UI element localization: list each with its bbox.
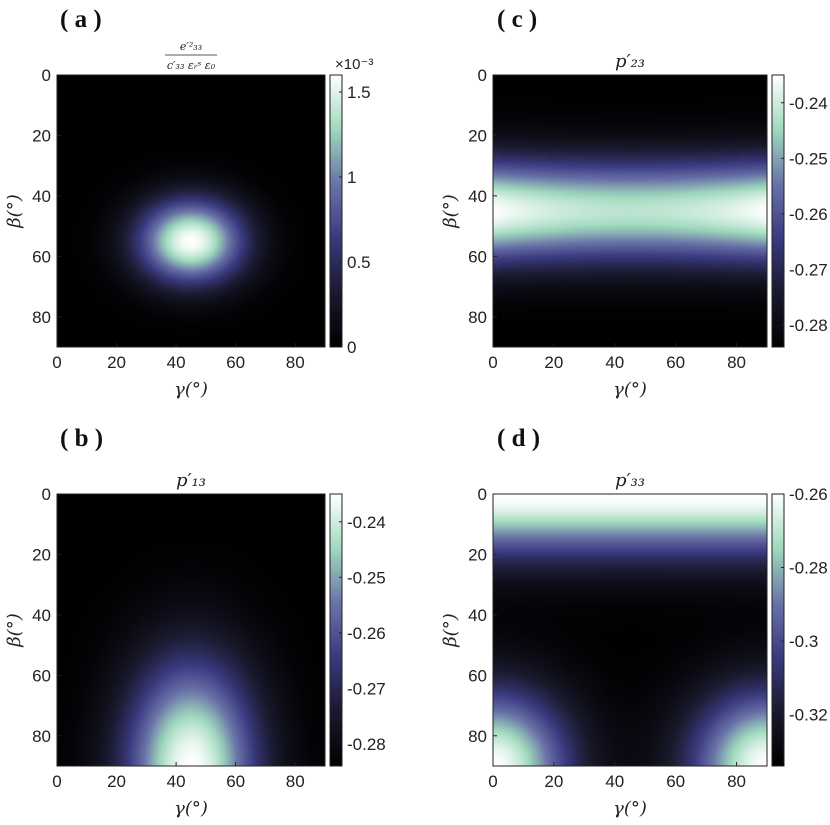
panel-label-b: ( b ) xyxy=(60,425,104,452)
colorbar-a xyxy=(330,75,342,347)
panel-title-denominator-a: c′₃₃ εᵣˢ ε₀ xyxy=(167,59,216,72)
colorbar-tick-label-b: -0.24 xyxy=(347,513,386,532)
x-tick-label-b: 0 xyxy=(52,772,61,791)
panel-label-a: ( a ) xyxy=(60,6,102,33)
panel-title-b: p′₁₃ xyxy=(176,470,206,491)
colorbar-tick-label-d: -0.3 xyxy=(789,632,818,651)
panel-label-c: ( c ) xyxy=(497,6,538,33)
x-tick-label-b: 80 xyxy=(286,772,305,791)
colorbar-tick-label-c: -0.24 xyxy=(789,94,828,113)
colorbar-d xyxy=(772,494,784,766)
y-tick-label-d: 80 xyxy=(468,727,487,746)
colorbar-tick-label-b: -0.28 xyxy=(347,735,386,754)
axes-frame-d xyxy=(492,493,768,767)
y-tick-label-c: 20 xyxy=(468,126,487,145)
panel-title-numerator-a: e′²₃₃ xyxy=(180,40,202,53)
y-tick-label-c: 80 xyxy=(468,308,487,327)
panel-title-d: p′₃₃ xyxy=(615,470,645,491)
y-tick-label-a: 0 xyxy=(42,66,51,85)
x-tick-label-d: 60 xyxy=(666,772,685,791)
y-tick-label-b: 0 xyxy=(42,485,51,504)
x-tick-label-a: 0 xyxy=(52,353,61,372)
axes-frame-b xyxy=(56,493,326,767)
x-tick-label-b: 20 xyxy=(107,772,126,791)
y-tick-label-c: 60 xyxy=(468,247,487,266)
y-tick-label-a: 40 xyxy=(32,187,51,206)
x-axis-label-b: γ(°) xyxy=(174,798,208,819)
x-axis-label-d: γ(°) xyxy=(613,798,647,819)
colorbar-tick-label-a: 0.5 xyxy=(347,253,371,272)
y-tick-label-b: 80 xyxy=(32,727,51,746)
heatmap-image-c xyxy=(493,75,767,347)
x-tick-label-d: 40 xyxy=(605,772,624,791)
axes-frame-a xyxy=(56,74,326,348)
colorbar-tick-label-b: -0.26 xyxy=(347,624,386,643)
heatmap-panel-a: 0 20 40 60 80 0 20 40 60 80 γ(°) β(°) e′²₃₃ c′₃₃ εᵣˢ … xyxy=(4,40,373,400)
x-axis-label-a: γ(°) xyxy=(174,379,208,400)
colorbar-frame-c xyxy=(771,74,785,348)
heatmap-panel-c: 0 20 40 60 80 0 20 40 60 80 γ(°) β(°) p′₂₃ -0.24 -0.25… xyxy=(440,51,828,400)
heatmap-image-d xyxy=(493,494,767,766)
y-axis-label-d: β(°) xyxy=(440,613,461,647)
colorbar-frame-a xyxy=(329,74,343,348)
x-tick-label-b: 60 xyxy=(226,772,245,791)
colorbar-tick-label-c: -0.28 xyxy=(789,316,828,335)
colorbar-tick-label-c: -0.27 xyxy=(789,260,828,279)
colorbar-b xyxy=(330,494,342,766)
x-tick-label-c: 20 xyxy=(544,353,563,372)
colorbar-tick-label-d: -0.28 xyxy=(789,559,828,578)
x-tick-label-c: 0 xyxy=(488,353,497,372)
colorbar-tick-label-b: -0.25 xyxy=(347,568,386,587)
y-axis-label-c: β(°) xyxy=(440,194,461,228)
heatmap-image-b xyxy=(57,494,325,766)
colorbar-tick-label-d: -0.26 xyxy=(789,485,828,504)
y-tick-label-d: 20 xyxy=(468,545,487,564)
colorbar-exponent-a: ×10⁻³ xyxy=(335,56,373,73)
y-tick-label-d: 40 xyxy=(468,606,487,625)
y-tick-label-b: 60 xyxy=(32,666,51,685)
x-tick-label-d: 80 xyxy=(727,772,746,791)
x-tick-label-c: 40 xyxy=(605,353,624,372)
colorbar-tick-label-c: -0.26 xyxy=(789,205,828,224)
y-tick-label-d: 0 xyxy=(478,485,487,504)
axes-frame-c xyxy=(492,74,768,348)
x-tick-label-a: 60 xyxy=(226,353,245,372)
x-tick-label-a: 20 xyxy=(107,353,126,372)
y-tick-label-a: 20 xyxy=(32,126,51,145)
heatmap-image-a xyxy=(57,75,325,347)
y-tick-label-a: 80 xyxy=(32,308,51,327)
x-tick-label-a: 40 xyxy=(167,353,186,372)
heatmap-panel-b: 0 20 40 60 80 0 20 40 60 80 γ(°) β(°) p′₁₃ -0.24 -0.25… xyxy=(4,470,386,819)
x-tick-label-b: 40 xyxy=(167,772,186,791)
x-tick-label-c: 80 xyxy=(727,353,746,372)
y-tick-label-b: 40 xyxy=(32,606,51,625)
colorbar-tick-label-a: 1.5 xyxy=(347,83,371,102)
colorbar-tick-label-c: -0.25 xyxy=(789,149,828,168)
colorbar-tick-label-b: -0.27 xyxy=(347,679,386,698)
colorbar-c xyxy=(772,75,784,347)
colorbar-tick-label-d: -0.32 xyxy=(789,706,828,725)
y-tick-label-c: 40 xyxy=(468,187,487,206)
heatmap-panel-d: 0 20 40 60 80 0 20 40 60 80 γ(°) β(°) p′₃₃ -0.26 -0.28… xyxy=(440,470,828,819)
colorbar-frame-d xyxy=(771,493,785,767)
x-tick-label-d: 0 xyxy=(488,772,497,791)
x-tick-label-c: 60 xyxy=(666,353,685,372)
y-tick-label-d: 60 xyxy=(468,666,487,685)
colorbar-frame-b xyxy=(329,493,343,767)
panel-title-c: p′₂₃ xyxy=(615,51,645,72)
y-tick-label-a: 60 xyxy=(32,247,51,266)
x-tick-label-d: 20 xyxy=(544,772,563,791)
x-axis-label-c: γ(°) xyxy=(613,379,647,400)
y-tick-label-c: 0 xyxy=(478,66,487,85)
y-tick-label-b: 20 xyxy=(32,545,51,564)
x-tick-label-a: 80 xyxy=(286,353,305,372)
y-axis-label-b: β(°) xyxy=(4,613,25,647)
y-axis-label-a: β(°) xyxy=(4,194,25,228)
colorbar-tick-label-a: 0 xyxy=(347,338,356,357)
colorbar-tick-label-a: 1 xyxy=(347,168,356,187)
panel-label-d: ( d ) xyxy=(497,425,541,452)
